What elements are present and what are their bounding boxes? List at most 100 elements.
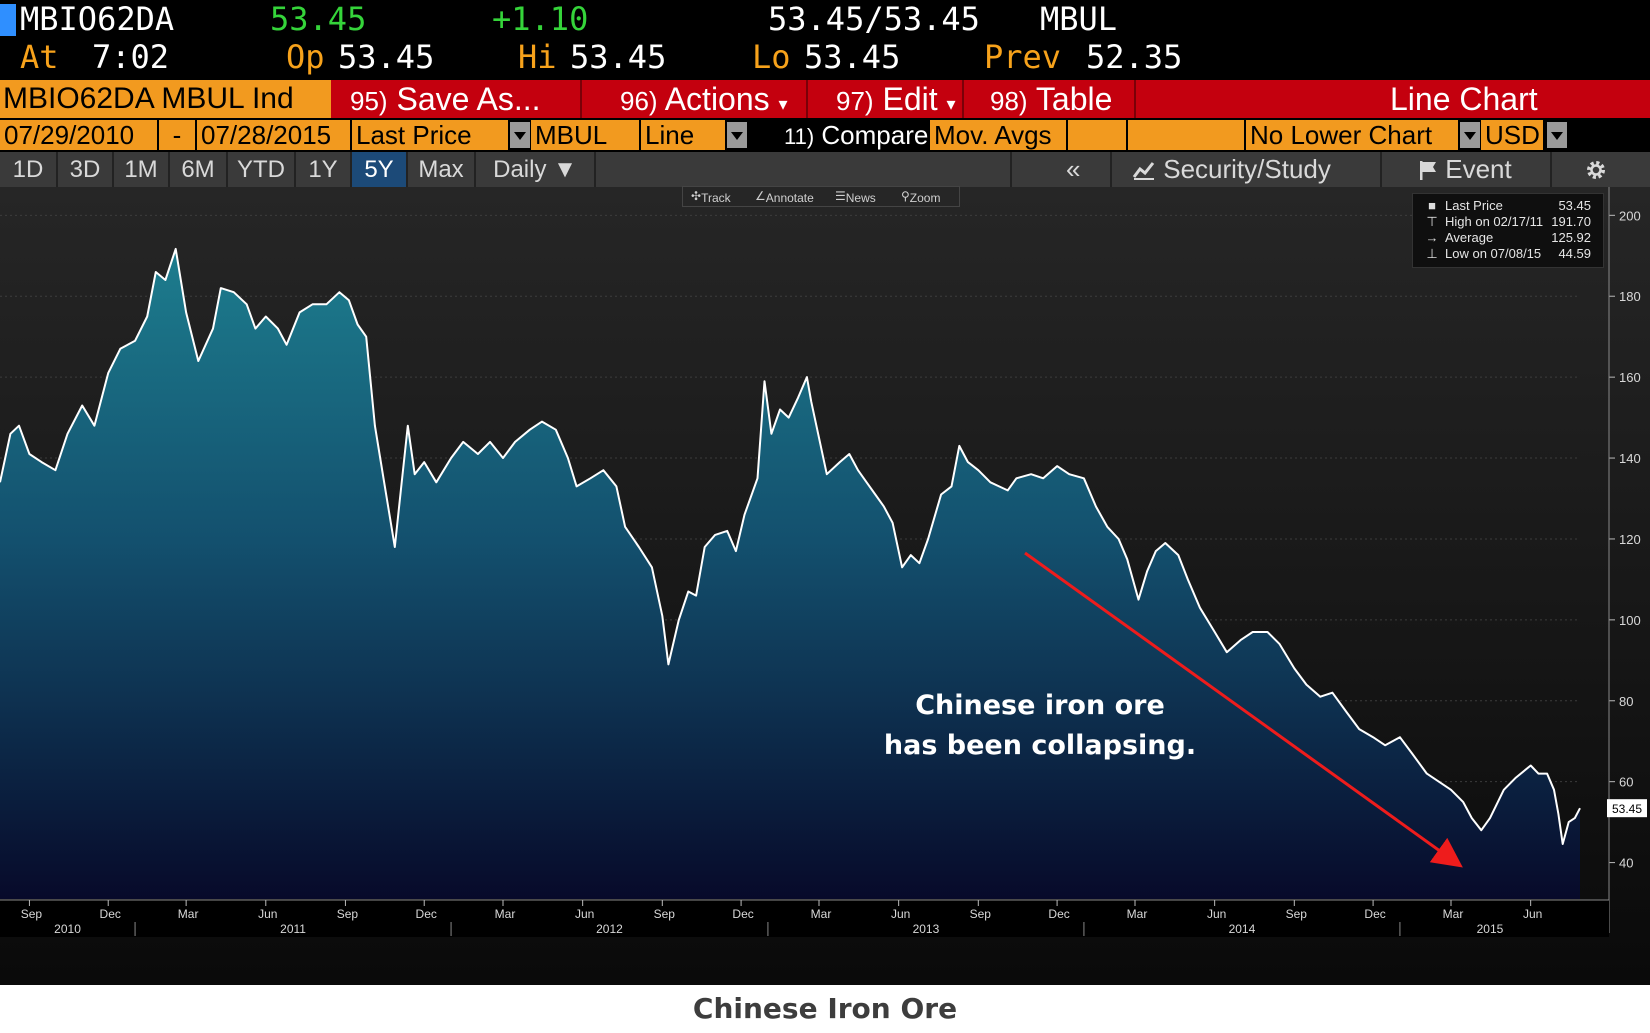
security-study-button[interactable]: Security/Study <box>1132 152 1331 187</box>
x-tick-label: Jun <box>1207 907 1226 921</box>
source-field[interactable]: MBUL <box>531 120 639 150</box>
actions-label: Actions <box>664 81 770 117</box>
menu-divider <box>1134 80 1136 118</box>
downtrend-arrow <box>1024 551 1463 868</box>
edit-number: 97) <box>836 86 874 116</box>
low-value: 53.45 <box>804 38 901 76</box>
legend-last-value: 53.45 <box>1558 198 1591 213</box>
zoom-tool[interactable]: ⚲ Zoom <box>901 189 941 205</box>
compare-button[interactable]: 11) Compare <box>784 120 928 150</box>
period-max[interactable]: Max <box>408 152 476 187</box>
low-marker-icon: ⊥ <box>1426 246 1438 261</box>
legend-low: ⊥ Low on 07/08/15 44.59 <box>1413 246 1603 262</box>
compare-number: 11) <box>784 124 815 149</box>
period-3d[interactable]: 3D <box>58 152 114 187</box>
period-1m[interactable]: 1M <box>114 152 170 187</box>
chevron-down-icon: ▾ <box>946 94 956 114</box>
period-5y[interactable]: 5Y <box>352 152 408 187</box>
lower-chart-dropdown-icon[interactable] <box>1460 122 1480 148</box>
annotate-tool[interactable]: ∠ Annotate <box>755 189 814 205</box>
param-blank-field[interactable] <box>1128 120 1244 150</box>
action-bar: MBIO62DA MBUL Ind 95) Save As... 96) Act… <box>0 80 1650 118</box>
save-as-button[interactable]: 95) Save As... <box>350 80 541 118</box>
gear-icon <box>1587 161 1605 179</box>
period-6m[interactable]: 6M <box>170 152 228 187</box>
x-tick-label: Mar <box>1443 907 1464 921</box>
currency-dropdown-icon[interactable] <box>1547 122 1567 148</box>
high-marker-icon: ⊤ <box>1426 214 1438 229</box>
prev-value: 52.35 <box>1086 38 1183 76</box>
bloomberg-terminal: MBIO62DA 53.45 +1.10 53.45/53.45 MBUL At… <box>0 0 1650 985</box>
x-tick-label: Dec <box>1364 907 1385 921</box>
actions-menu[interactable]: 96) Actions ▾ <box>620 80 788 118</box>
y-tick-label: 180 <box>1619 289 1641 304</box>
collapse-button[interactable]: « <box>1066 152 1080 187</box>
settings-button[interactable] <box>1584 152 1608 187</box>
edit-label: Edit <box>882 81 938 117</box>
x-year-label: 2011 <box>280 922 306 936</box>
chart-type-dropdown-icon[interactable] <box>727 122 747 148</box>
price-line <box>0 247 1581 845</box>
legend-high-label: High on 02/17/11 <box>1445 214 1544 229</box>
y-tick-label: 60 <box>1619 775 1633 790</box>
y-tick-label: 40 <box>1619 856 1633 871</box>
x-tick-label: Sep <box>970 907 992 921</box>
menu-divider <box>962 80 964 118</box>
y-tick-label: 100 <box>1619 613 1641 628</box>
currency-select[interactable]: USD <box>1481 120 1543 150</box>
quote-header: MBIO62DA 53.45 +1.10 53.45/53.45 MBUL At… <box>0 0 1650 80</box>
legend-average-label: Average <box>1445 230 1494 245</box>
at-time: 7:02 <box>92 38 170 76</box>
event-label: Event <box>1445 154 1512 184</box>
field-select[interactable]: Last Price <box>352 120 508 150</box>
view-title: Line Chart <box>1390 81 1538 117</box>
quote-last: 53.45 <box>270 0 367 38</box>
legend-last-label: Last Price <box>1445 198 1503 213</box>
x-tick-label: Jun <box>891 907 910 921</box>
legend-average-value: 125.92 <box>1551 230 1591 245</box>
param-blank-field[interactable] <box>1068 120 1126 150</box>
table-label: Table <box>1035 81 1113 117</box>
quote-change: +1.10 <box>492 0 589 38</box>
frequency-select[interactable]: Daily ▼ <box>476 152 596 187</box>
price-chart[interactable]: 40 60 80 100 120 140 160 180 200 53.45 Sep Dec Mar J… <box>0 187 1650 985</box>
y-tick-label: 200 <box>1619 208 1641 223</box>
security-name[interactable]: MBIO62DA MBUL Ind <box>0 80 331 118</box>
quote-ticker[interactable]: MBIO62DA <box>20 0 175 38</box>
zoom-label: Zoom <box>909 191 941 205</box>
x-year-label: 2012 <box>596 922 623 936</box>
legend-high: ⊤ High on 02/17/11 191.70 <box>1413 214 1603 230</box>
x-tick-label: Dec <box>1048 907 1069 921</box>
x-tick-label: Jun <box>575 907 594 921</box>
start-date-field[interactable]: 07/29/2010 <box>0 120 157 150</box>
toolbar-divider <box>1010 152 1012 187</box>
x-year-label: 2013 <box>913 922 940 936</box>
mov-avgs-field[interactable]: Mov. Avgs <box>930 120 1066 150</box>
chart-type-select[interactable]: Line <box>641 120 725 150</box>
x-tick-label: Mar <box>1127 907 1148 921</box>
open-label: Op <box>286 38 325 76</box>
period-1y[interactable]: 1Y <box>296 152 352 187</box>
x-year-label: 2015 <box>1477 922 1504 936</box>
x-tick-label: Sep <box>337 907 359 921</box>
edit-menu[interactable]: 97) Edit ▾ <box>836 80 956 118</box>
average-marker-icon: → <box>1425 230 1439 245</box>
low-label: Lo <box>752 38 791 76</box>
chart-tool-strip: ✣ Track ∠ Annotate ☰ News ⚲ Zoom <box>682 186 960 207</box>
field-dropdown-icon[interactable] <box>510 122 530 148</box>
lower-chart-select[interactable]: No Lower Chart <box>1246 120 1458 150</box>
news-tool[interactable]: ☰ News <box>835 189 876 205</box>
x-tick-label: Mar <box>495 907 516 921</box>
legend-last-price: ■ Last Price 53.45 <box>1413 198 1603 214</box>
period-ytd[interactable]: YTD <box>228 152 296 187</box>
x-year-label: 2014 <box>1229 922 1256 936</box>
track-tool[interactable]: ✣ Track <box>691 189 731 205</box>
y-tick-label: 80 <box>1619 694 1633 709</box>
x-tick-label: Sep <box>654 907 676 921</box>
compare-label: Compare <box>821 120 929 150</box>
period-1d[interactable]: 1D <box>0 152 58 187</box>
table-button[interactable]: 98) Table <box>990 80 1112 118</box>
end-date-field[interactable]: 07/28/2015 <box>197 120 350 150</box>
event-button[interactable]: Event <box>1418 152 1512 187</box>
period-bar: 1D 3D 1M 6M YTD 1Y 5Y Max Daily ▼ « Secu… <box>0 152 1650 187</box>
